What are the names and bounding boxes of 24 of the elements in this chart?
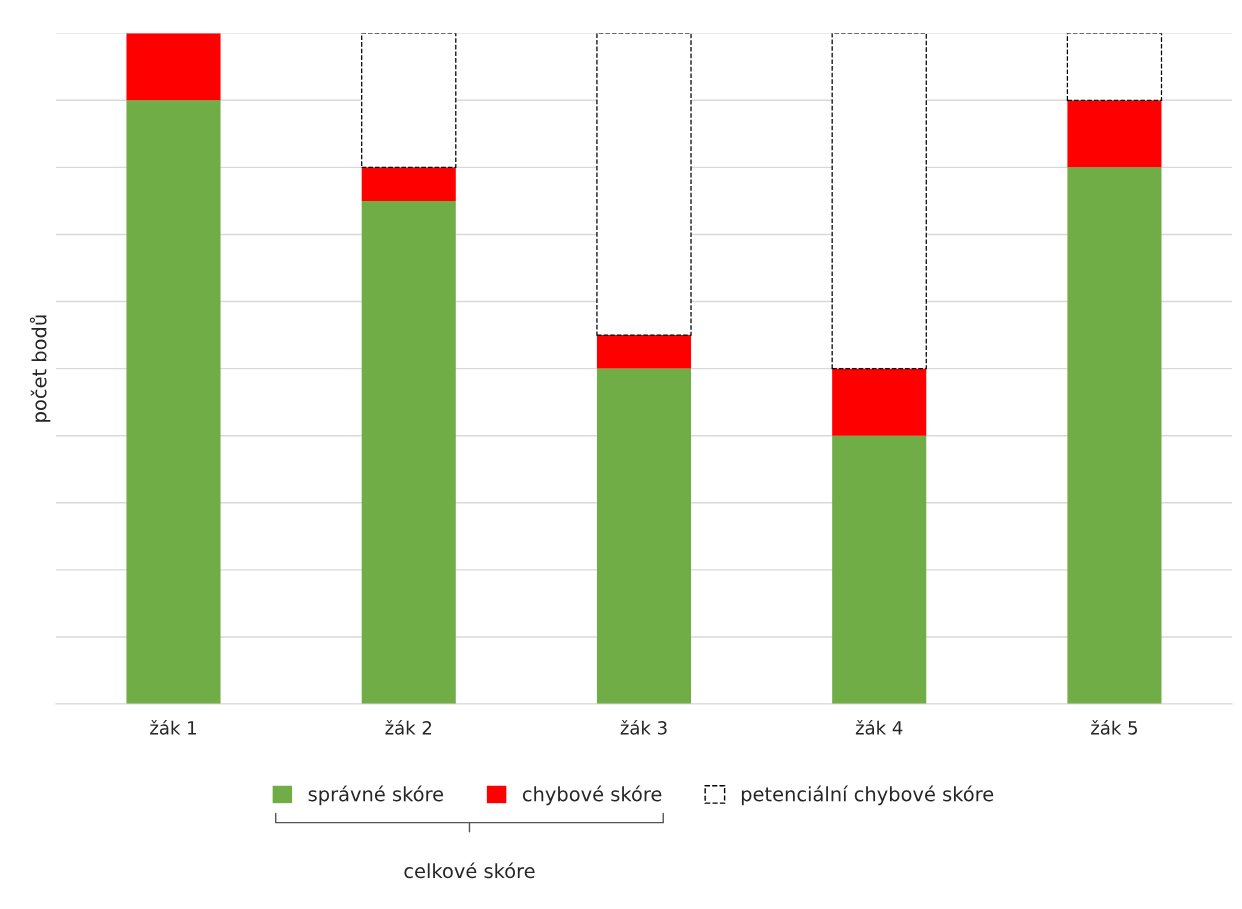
bar: [361, 200, 456, 705]
bar: [1067, 100, 1162, 168]
text: celkové skóre: [404, 862, 535, 879]
x-tick-label: žák 2: [385, 719, 432, 735]
bar: [361, 167, 456, 201]
x-tick-label: žák 3: [620, 719, 667, 735]
bar: [126, 33, 221, 101]
bar: [596, 368, 692, 705]
legend-label: správné skóre: [308, 785, 444, 806]
bar: [361, 33, 457, 168]
legend-label: chybové skóre: [522, 785, 662, 806]
bar: [1067, 167, 1162, 705]
x-tick-label: žák 4: [855, 719, 903, 735]
bar: [596, 33, 692, 336]
y-axis-title: počet bodů: [29, 315, 51, 422]
legend-label: petenciální chybové skóre: [741, 785, 994, 806]
bar: [126, 100, 221, 705]
bar: [1066, 33, 1163, 101]
x-tick-label: žák 1: [150, 719, 196, 735]
bar: [832, 435, 927, 705]
x-tick-label: žák 5: [1091, 719, 1137, 735]
bar: [831, 33, 927, 370]
bar: [832, 368, 927, 436]
bar: [596, 335, 692, 369]
